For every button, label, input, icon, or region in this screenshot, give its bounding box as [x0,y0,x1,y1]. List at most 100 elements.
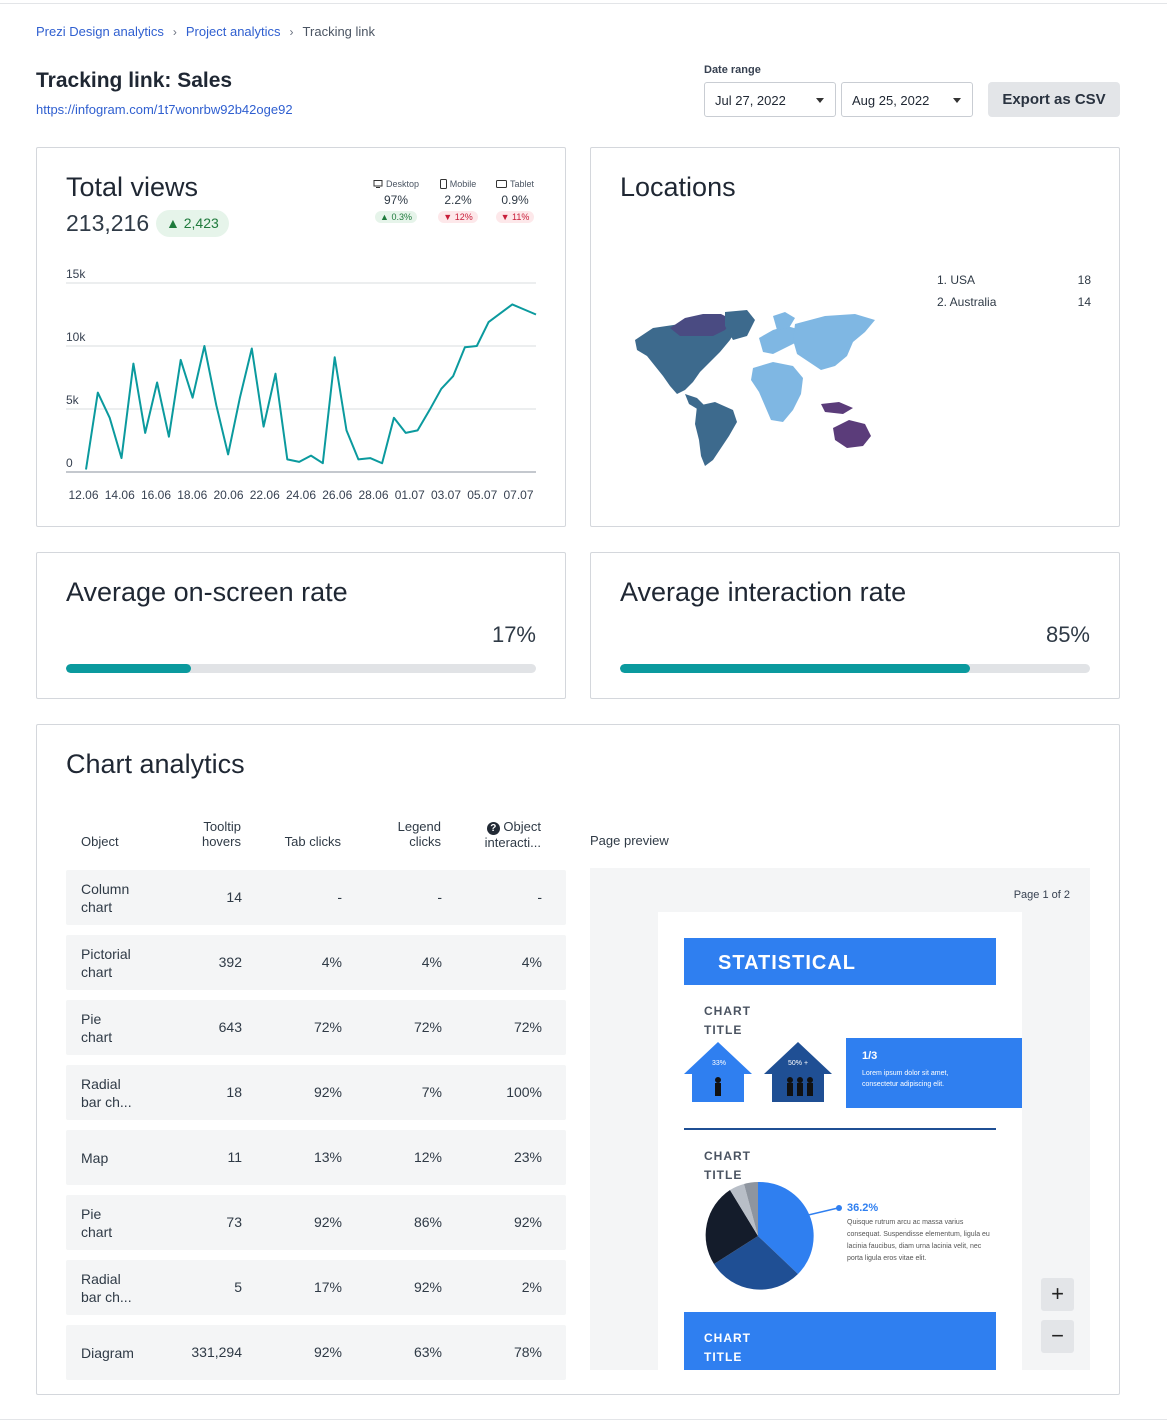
total-views-card: Total views 213,216 ▲ 2,423 Desktop 97% … [36,147,566,527]
cell-tab-clicks: 13% [313,1149,342,1165]
date-to-value: Aug 25, 2022 [852,93,930,108]
y-tick-label: 0 [66,456,73,470]
table-row[interactable]: Map 11 13% 12% 23% [66,1130,566,1185]
cell-tooltip-hovers: 392 [218,954,242,970]
interaction-rate-title: Average interaction rate [620,577,907,607]
interaction-rate-value: 85% [1045,622,1090,647]
caret-down-icon [816,98,824,103]
map-region-europe [759,326,801,354]
y-tick-label: 15k [66,267,86,281]
cell-object: Pie chart [81,1011,113,1045]
zoom-in-button[interactable]: + [1041,1278,1074,1311]
house-small-label: 33% [712,1060,727,1067]
table-row[interactable]: Radial bar ch... 5 17% 92% 2% [66,1260,566,1315]
x-tick-label: 28.06 [358,488,388,502]
column-header-tooltip-hovers[interactable]: Tooltip hovers [201,819,241,849]
total-views-delta: 2,423 [183,215,219,231]
person-icon [797,1077,803,1083]
preview-fraction-box: 1/3 Lorem ipsum dolor sit amet, consecte… [846,1038,1022,1108]
date-to-select[interactable]: Aug 25, 2022 [841,82,973,117]
triangle-down-icon: ▼ [500,212,513,222]
tablet-icon [495,180,507,188]
cell-tooltip-hovers: 14 [226,889,242,905]
map-region-africa [751,362,803,422]
column-header-object[interactable]: Object [81,834,119,849]
cell-legend-clicks: 7% [421,1084,442,1100]
views-series-line [85,303,537,470]
total-views-delta-badge: ▲ 2,423 [156,210,229,237]
locations-card: Locations 1. USA 18 2. Australia 14 [590,147,1120,527]
person-icon [715,1077,721,1083]
location-name: 2. Australia [937,295,997,309]
chevron-right-icon: › [289,24,294,39]
map-region-greenland [725,310,755,340]
preview-chart-title-line1: CHART [704,1331,751,1345]
x-tick-label: 18.06 [177,488,207,502]
preview-banner: STATISTICAL [684,938,996,985]
x-tick-label: 07.07 [503,488,533,502]
cell-object-interaction: 23% [513,1149,542,1165]
pie-slice-dark-blue [714,1236,798,1290]
x-tick-label: 05.07 [467,488,497,502]
location-value: 14 [1077,295,1091,309]
person-body [807,1083,813,1096]
location-name: 1. USA [937,273,976,287]
export-csv-button[interactable]: Export as CSV [988,82,1120,117]
bottom-divider [0,1419,1167,1420]
table-row[interactable]: Pie chart 73 92% 86% 92% [66,1195,566,1250]
total-views-count: 213,216 [66,210,150,236]
preview-divider [684,1128,996,1130]
cell-legend-clicks: 12% [413,1149,442,1165]
device-value: 97% [383,193,409,207]
x-tick-label: 01.07 [395,488,425,502]
house-big-icon [764,1042,832,1102]
cell-tooltip-hovers: 5 [234,1279,242,1295]
location-row: 1. USA 18 [937,273,1091,287]
preview-pie-text: Quisque rutrum arcu ac massa varius cons… [847,1219,990,1262]
zoom-out-button[interactable]: − [1041,1320,1074,1353]
breadcrumb-link-project-analytics[interactable]: Project analytics [185,24,281,39]
column-header-tab-clicks[interactable]: Tab clicks [284,834,341,849]
cell-object: Radial bar ch... [81,1271,132,1305]
help-icon[interactable]: ? [486,822,500,835]
mobile-icon [439,179,447,189]
table-row[interactable]: Column chart 14 - - - [66,870,566,925]
table-row[interactable]: Diagram 331,294 92% 63% 78% [66,1325,566,1380]
page-indicator: Page 1 of 2 [1013,889,1070,901]
cell-tab-clicks: 17% [313,1279,342,1295]
device-mobile: Mobile 2.2% ▼ 12% [430,179,486,225]
cell-tab-clicks: 4% [321,954,342,970]
cell-tab-clicks: 92% [313,1214,342,1230]
cell-legend-clicks: 4% [421,954,442,970]
person-icon [787,1077,793,1083]
table-row[interactable]: Pie chart 643 72% 72% 72% [66,1000,566,1055]
cell-object-interaction: 2% [521,1279,542,1295]
breadcrumb-link-design-analytics[interactable]: Prezi Design analytics [36,24,164,39]
table-row[interactable]: Radial bar ch... 18 92% 7% 100% [66,1065,566,1120]
breadcrumb-current: Tracking link [302,24,376,39]
preview-chart-title-line2: TITLE [704,1168,743,1182]
x-tick-label: 16.06 [141,488,171,502]
column-header-object-interaction[interactable]: ? Object interacti... [467,819,541,850]
preview-bottom-banner: CHART TITLE [684,1312,996,1370]
interaction-rate-fill [620,664,971,673]
map-region-scandinavia [773,312,795,330]
device-value: 0.9% [501,193,529,207]
column-header-legend-clicks[interactable]: Legend clicks [397,819,441,849]
cell-tab-clicks: 92% [313,1084,342,1100]
cell-object-interaction: 78% [513,1344,542,1360]
breadcrumb: Prezi Design analytics › Project analyti… [36,24,375,39]
tracking-url-link[interactable]: https://infogram.com/1t7wonrbw92b42oge92 [36,102,293,117]
table-row[interactable]: Pictorial chart 392 4% 4% 4% [66,935,566,990]
preview-chart-title: CHART TITLE [704,1002,751,1040]
device-label: Desktop [385,179,420,189]
preview-chart-title-line1: CHART [704,1004,751,1018]
cell-legend-clicks: - [437,889,442,905]
date-from-select[interactable]: Jul 27, 2022 [704,82,836,117]
cell-tooltip-hovers: 73 [226,1214,242,1230]
preview-pie-percent: 36.2% [847,1202,879,1214]
pie-pointer-line [804,1205,842,1217]
pie-slice-blue [758,1181,814,1274]
preview-fraction-text: Lorem ipsum dolor sit amet, consectetur … [862,1070,949,1088]
pie-slice-gray [730,1184,758,1236]
